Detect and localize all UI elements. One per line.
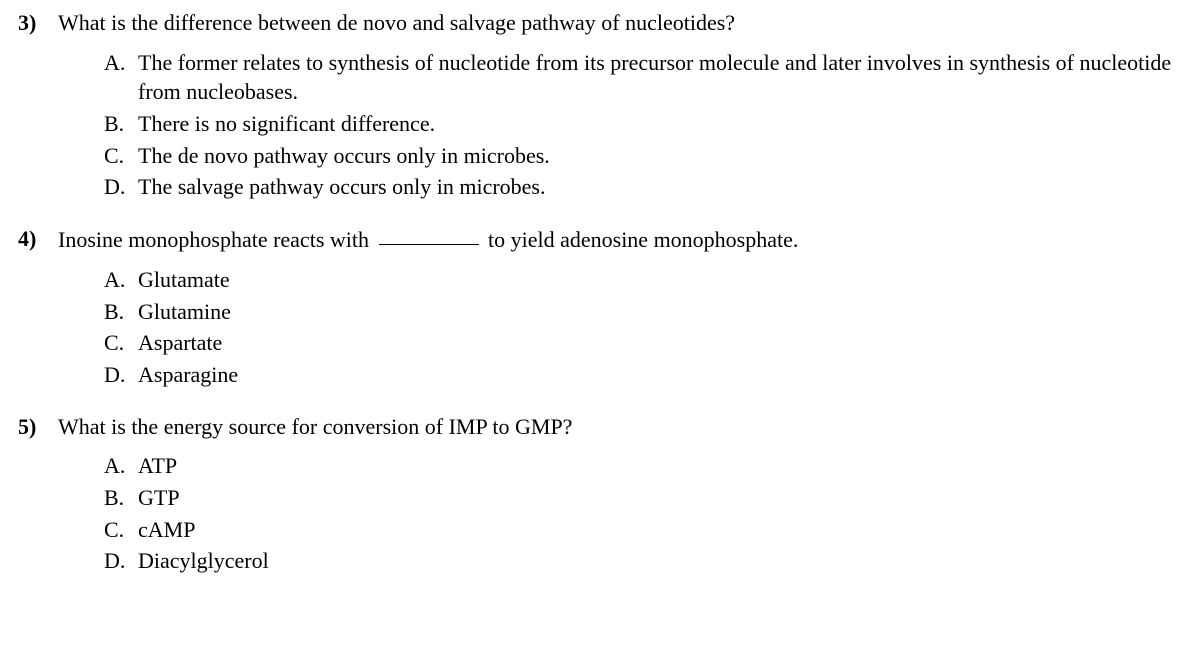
option-row: A. The former relates to synthesis of nu… [104,48,1176,107]
question-block: 4) Inosine monophosphate reacts with to … [18,224,1176,389]
option-letter: C. [104,515,138,545]
option-text: ATP [138,451,1176,481]
option-text: Aspartate [138,328,1176,358]
option-text: The salvage pathway occurs only in micro… [138,172,1176,202]
question-row: 4) Inosine monophosphate reacts with to … [18,224,1176,255]
option-text: Glutamate [138,265,1176,295]
option-letter: B. [104,483,138,513]
option-letter: D. [104,546,138,576]
question-text: Inosine monophosphate reacts with to yie… [58,224,1176,255]
options-list: A. Glutamate B. Glutamine C. Aspartate D… [104,265,1176,390]
question-text: What is the energy source for conversion… [58,412,1176,442]
options-list: A. ATP B. GTP C. cAMP D. Diacylglycerol [104,451,1176,576]
option-text: The de novo pathway occurs only in micro… [138,141,1176,171]
option-text: Glutamine [138,297,1176,327]
question-number: 5) [18,412,58,442]
option-row: B. GTP [104,483,1176,513]
question-block: 3) What is the difference between de nov… [18,8,1176,202]
option-letter: C. [104,328,138,358]
option-letter: D. [104,360,138,390]
option-text: There is no significant difference. [138,109,1176,139]
option-letter: A. [104,451,138,481]
option-row: D. The salvage pathway occurs only in mi… [104,172,1176,202]
option-letter: C. [104,141,138,171]
option-row: D. Asparagine [104,360,1176,390]
option-text: The former relates to synthesis of nucle… [138,48,1176,107]
option-text: GTP [138,483,1176,513]
question-text: What is the difference between de novo a… [58,8,1176,38]
option-row: A. Glutamate [104,265,1176,295]
option-text: cAMP [138,515,1176,545]
option-letter: B. [104,297,138,327]
option-row: C. The de novo pathway occurs only in mi… [104,141,1176,171]
option-letter: B. [104,109,138,139]
option-row: B. There is no significant difference. [104,109,1176,139]
option-row: C. cAMP [104,515,1176,545]
options-list: A. The former relates to synthesis of nu… [104,48,1176,202]
option-row: B. Glutamine [104,297,1176,327]
option-row: C. Aspartate [104,328,1176,358]
option-row: A. ATP [104,451,1176,481]
question-row: 3) What is the difference between de nov… [18,8,1176,38]
page-container: 3) What is the difference between de nov… [0,0,1194,576]
question-number: 3) [18,8,58,38]
option-text: Asparagine [138,360,1176,390]
option-letter: D. [104,172,138,202]
question-row: 5) What is the energy source for convers… [18,412,1176,442]
fill-blank [379,222,479,245]
option-letter: A. [104,265,138,295]
question-text-after: to yield adenosine monophosphate. [483,227,799,252]
question-number: 4) [18,224,58,254]
question-text-before: Inosine monophosphate reacts with [58,227,375,252]
option-row: D. Diacylglycerol [104,546,1176,576]
question-block: 5) What is the energy source for convers… [18,412,1176,576]
option-text: Diacylglycerol [138,546,1176,576]
option-letter: A. [104,48,138,78]
